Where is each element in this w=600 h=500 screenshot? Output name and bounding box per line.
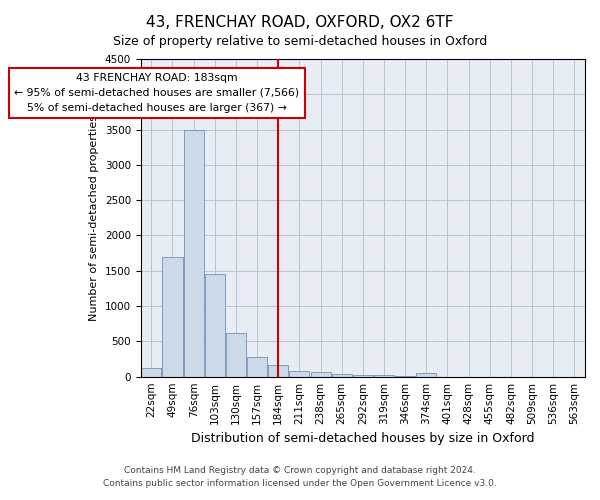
Bar — [205, 274, 225, 376]
Bar — [416, 373, 436, 376]
Bar — [226, 333, 246, 376]
Text: Contains HM Land Registry data © Crown copyright and database right 2024.
Contai: Contains HM Land Registry data © Crown c… — [103, 466, 497, 487]
X-axis label: Distribution of semi-detached houses by size in Oxford: Distribution of semi-detached houses by … — [191, 432, 535, 445]
Bar — [289, 371, 310, 376]
Bar — [268, 366, 288, 376]
Y-axis label: Number of semi-detached properties: Number of semi-detached properties — [89, 115, 99, 321]
Bar — [247, 357, 267, 376]
Bar — [163, 256, 182, 376]
Bar — [332, 374, 352, 376]
Text: Size of property relative to semi-detached houses in Oxford: Size of property relative to semi-detach… — [113, 35, 487, 48]
Bar — [184, 130, 203, 376]
Text: 43 FRENCHAY ROAD: 183sqm
← 95% of semi-detached houses are smaller (7,566)
5% of: 43 FRENCHAY ROAD: 183sqm ← 95% of semi-d… — [14, 73, 299, 112]
Bar — [311, 372, 331, 376]
Bar — [353, 374, 373, 376]
Text: 43, FRENCHAY ROAD, OXFORD, OX2 6TF: 43, FRENCHAY ROAD, OXFORD, OX2 6TF — [146, 15, 454, 30]
Bar — [141, 368, 161, 376]
